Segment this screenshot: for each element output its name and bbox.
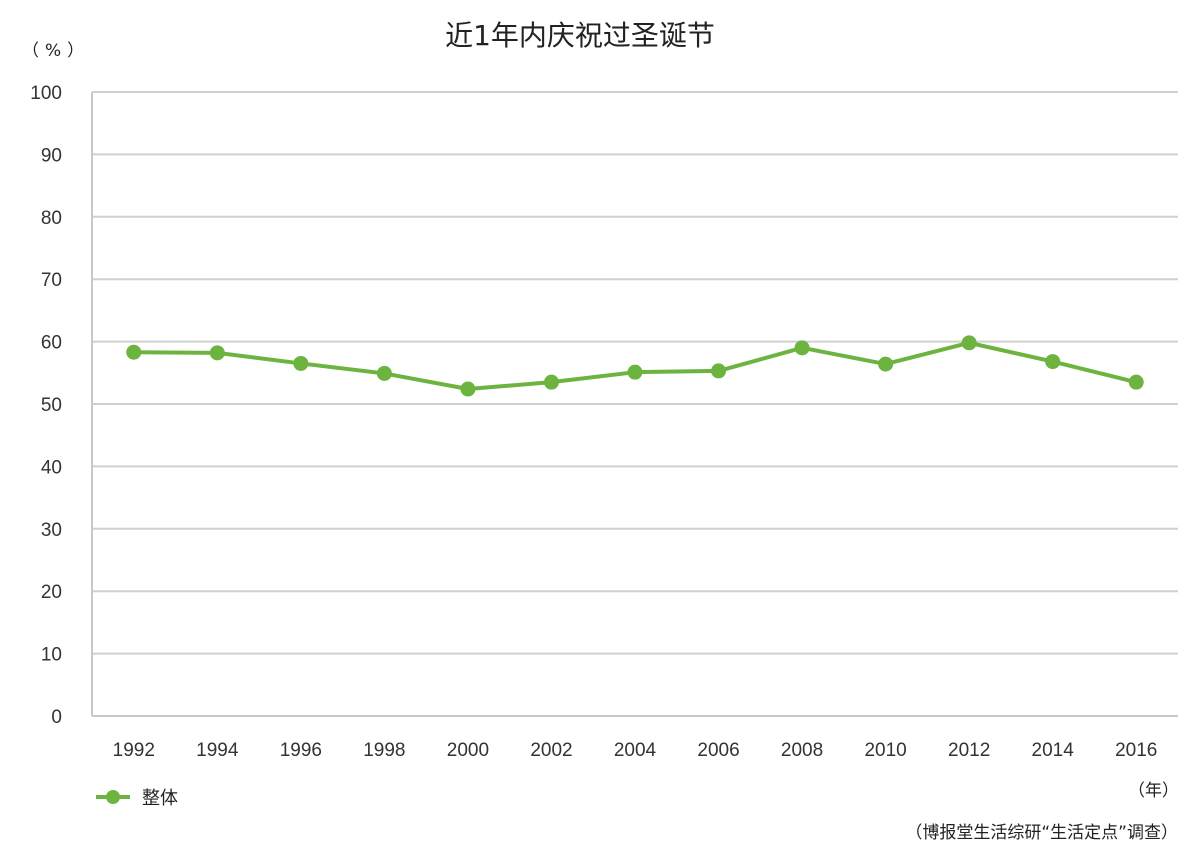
data-point: [878, 356, 894, 372]
y-tick-label: 40: [41, 457, 62, 478]
y-tick-label: 20: [41, 582, 62, 603]
x-tick-label: 2002: [530, 740, 572, 761]
y-axis-unit: （%）: [22, 41, 91, 61]
legend-label: 整体: [142, 788, 178, 809]
x-axis-unit: （年）: [1128, 781, 1179, 801]
data-point: [126, 344, 142, 360]
data-point: [1128, 374, 1144, 390]
y-tick-label: 30: [41, 520, 62, 541]
source-note: （博报堂生活综研“生活定点”调查）: [905, 823, 1178, 843]
y-tick-label: 70: [41, 270, 62, 291]
data-point: [293, 355, 309, 371]
data-point: [961, 335, 977, 351]
legend-marker-icon: [96, 790, 130, 804]
data-point: [1045, 354, 1061, 370]
x-tick-label: 2006: [697, 740, 739, 761]
y-tick-label: 90: [41, 145, 62, 166]
x-tick-label: 2008: [781, 740, 823, 761]
y-tick-label: 0: [51, 707, 62, 728]
x-tick-label: 1994: [196, 740, 239, 761]
x-tick-label: 2014: [1032, 740, 1075, 761]
data-point: [711, 363, 727, 379]
y-tick-label: 80: [41, 208, 62, 229]
x-tick-label: 1996: [280, 740, 322, 761]
x-tick-label: 2012: [948, 740, 990, 761]
data-point: [543, 374, 559, 390]
x-tick-label: 1998: [363, 740, 405, 761]
data-point: [627, 364, 643, 380]
data-point: [460, 381, 476, 397]
legend: 整体: [96, 784, 178, 810]
y-tick-label: 60: [41, 333, 62, 354]
x-tick-label: 2016: [1115, 740, 1157, 761]
y-tick-label: 10: [41, 645, 62, 666]
x-tick-label: 2004: [614, 740, 657, 761]
data-point: [376, 365, 392, 381]
chart-title: 近1年内庆祝过圣诞节: [445, 19, 715, 52]
x-tick-label: 1992: [113, 740, 155, 761]
y-tick-label: 50: [41, 395, 62, 416]
x-tick-label: 2000: [447, 740, 489, 761]
data-point: [794, 340, 810, 356]
data-point: [209, 345, 225, 361]
x-tick-label: 2010: [864, 740, 906, 761]
y-tick-label: 100: [30, 83, 62, 104]
